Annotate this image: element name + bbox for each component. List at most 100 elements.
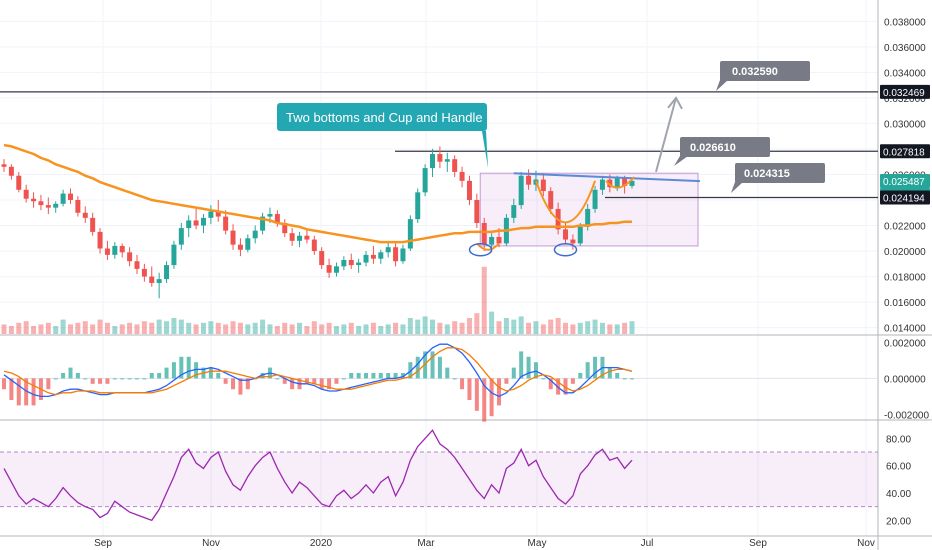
candle[interactable]: [526, 169, 532, 190]
candle[interactable]: [370, 245, 376, 264]
candle[interactable]: [31, 192, 37, 208]
candle[interactable]: [208, 205, 214, 225]
annotation-note[interactable]: Two bottoms and Cup and Handle: [277, 103, 488, 168]
candle[interactable]: [75, 196, 81, 217]
candle[interactable]: [437, 146, 443, 169]
time-tick-label: Nov: [857, 538, 875, 549]
candle[interactable]: [127, 247, 133, 267]
candle[interactable]: [540, 173, 546, 197]
price-tag-current[interactable]: 0.025487: [880, 174, 930, 189]
cup-curve[interactable]: [535, 180, 597, 224]
candle[interactable]: [186, 215, 192, 238]
candle[interactable]: [289, 228, 295, 246]
bottom-curve[interactable]: [476, 242, 500, 251]
candle-body: [385, 247, 391, 253]
candle[interactable]: [1, 159, 7, 172]
candle[interactable]: [156, 272, 162, 299]
candle[interactable]: [393, 243, 399, 267]
candle[interactable]: [282, 219, 288, 238]
candle[interactable]: [599, 175, 605, 195]
candle[interactable]: [53, 201, 59, 213]
candle[interactable]: [348, 253, 354, 269]
candle[interactable]: [171, 240, 177, 269]
bottom-1-ellipse[interactable]: [468, 243, 493, 257]
candle[interactable]: [592, 185, 598, 213]
candle[interactable]: [149, 266, 155, 287]
price-tag-mid-bg: [880, 144, 930, 159]
volume-bar: [415, 319, 421, 334]
volume-bar: [614, 324, 620, 334]
candle[interactable]: [134, 254, 140, 275]
candle[interactable]: [385, 240, 391, 258]
candle[interactable]: [237, 238, 243, 257]
candle[interactable]: [193, 208, 199, 230]
volume-bar: [452, 321, 458, 334]
candle[interactable]: [112, 242, 118, 259]
candle[interactable]: [474, 193, 480, 229]
candle[interactable]: [97, 228, 103, 254]
price-tag-high[interactable]: 0.032469: [880, 84, 930, 99]
candle[interactable]: [511, 198, 517, 223]
target-callout-3[interactable]: 0.024315: [731, 163, 825, 193]
candle[interactable]: [16, 171, 22, 193]
candle[interactable]: [311, 235, 317, 255]
candle[interactable]: [60, 189, 66, 207]
candle[interactable]: [260, 212, 266, 235]
candle[interactable]: [570, 234, 576, 250]
candle[interactable]: [481, 217, 487, 252]
candle[interactable]: [104, 240, 110, 260]
candle[interactable]: [245, 234, 251, 253]
price-tag-low[interactable]: 0.024194: [880, 190, 930, 205]
candle[interactable]: [200, 214, 206, 234]
target-callout-2[interactable]: 0.026610: [674, 137, 770, 166]
price-tag-mid[interactable]: 0.027818: [880, 144, 930, 159]
candle[interactable]: [230, 224, 236, 250]
macd-histogram-bar: [570, 378, 575, 384]
candle[interactable]: [326, 258, 332, 278]
candle[interactable]: [341, 256, 347, 271]
candle[interactable]: [415, 188, 421, 223]
candle[interactable]: [400, 244, 406, 264]
macd-histogram-bar: [386, 373, 391, 379]
candle[interactable]: [119, 243, 125, 258]
handle-curve[interactable]: [605, 176, 635, 189]
resistance-trendline[interactable]: [513, 172, 701, 183]
candle[interactable]: [38, 194, 44, 211]
candle[interactable]: [67, 188, 73, 204]
macd-histogram-bar: [223, 378, 228, 384]
candle[interactable]: [548, 187, 554, 215]
candle-body: [23, 189, 29, 199]
candle[interactable]: [333, 262, 339, 277]
candle[interactable]: [452, 155, 458, 178]
candle[interactable]: [8, 164, 14, 180]
candle[interactable]: [444, 152, 450, 172]
candle[interactable]: [407, 215, 413, 252]
candle[interactable]: [378, 249, 384, 264]
bottom-2-ellipse[interactable]: [553, 243, 578, 257]
candle[interactable]: [252, 225, 258, 244]
candle[interactable]: [518, 171, 524, 209]
candle[interactable]: [422, 164, 428, 197]
candle[interactable]: [141, 263, 147, 282]
candle[interactable]: [466, 175, 472, 206]
candle[interactable]: [304, 229, 310, 244]
candle[interactable]: [430, 148, 436, 178]
candle[interactable]: [23, 184, 29, 203]
candle[interactable]: [90, 212, 96, 236]
candle[interactable]: [223, 210, 229, 235]
candle[interactable]: [356, 258, 362, 273]
candle[interactable]: [297, 231, 303, 248]
candle[interactable]: [319, 247, 325, 269]
candle[interactable]: [164, 261, 170, 283]
candle[interactable]: [363, 251, 369, 267]
candle[interactable]: [459, 166, 465, 188]
candle[interactable]: [45, 197, 51, 215]
candle[interactable]: [577, 222, 583, 246]
projection-arrow[interactable]: [655, 97, 677, 173]
candle[interactable]: [82, 206, 88, 223]
macd-histogram-bar: [9, 378, 14, 400]
candle[interactable]: [178, 222, 184, 250]
target-callout-1[interactable]: 0.032590: [716, 61, 810, 91]
